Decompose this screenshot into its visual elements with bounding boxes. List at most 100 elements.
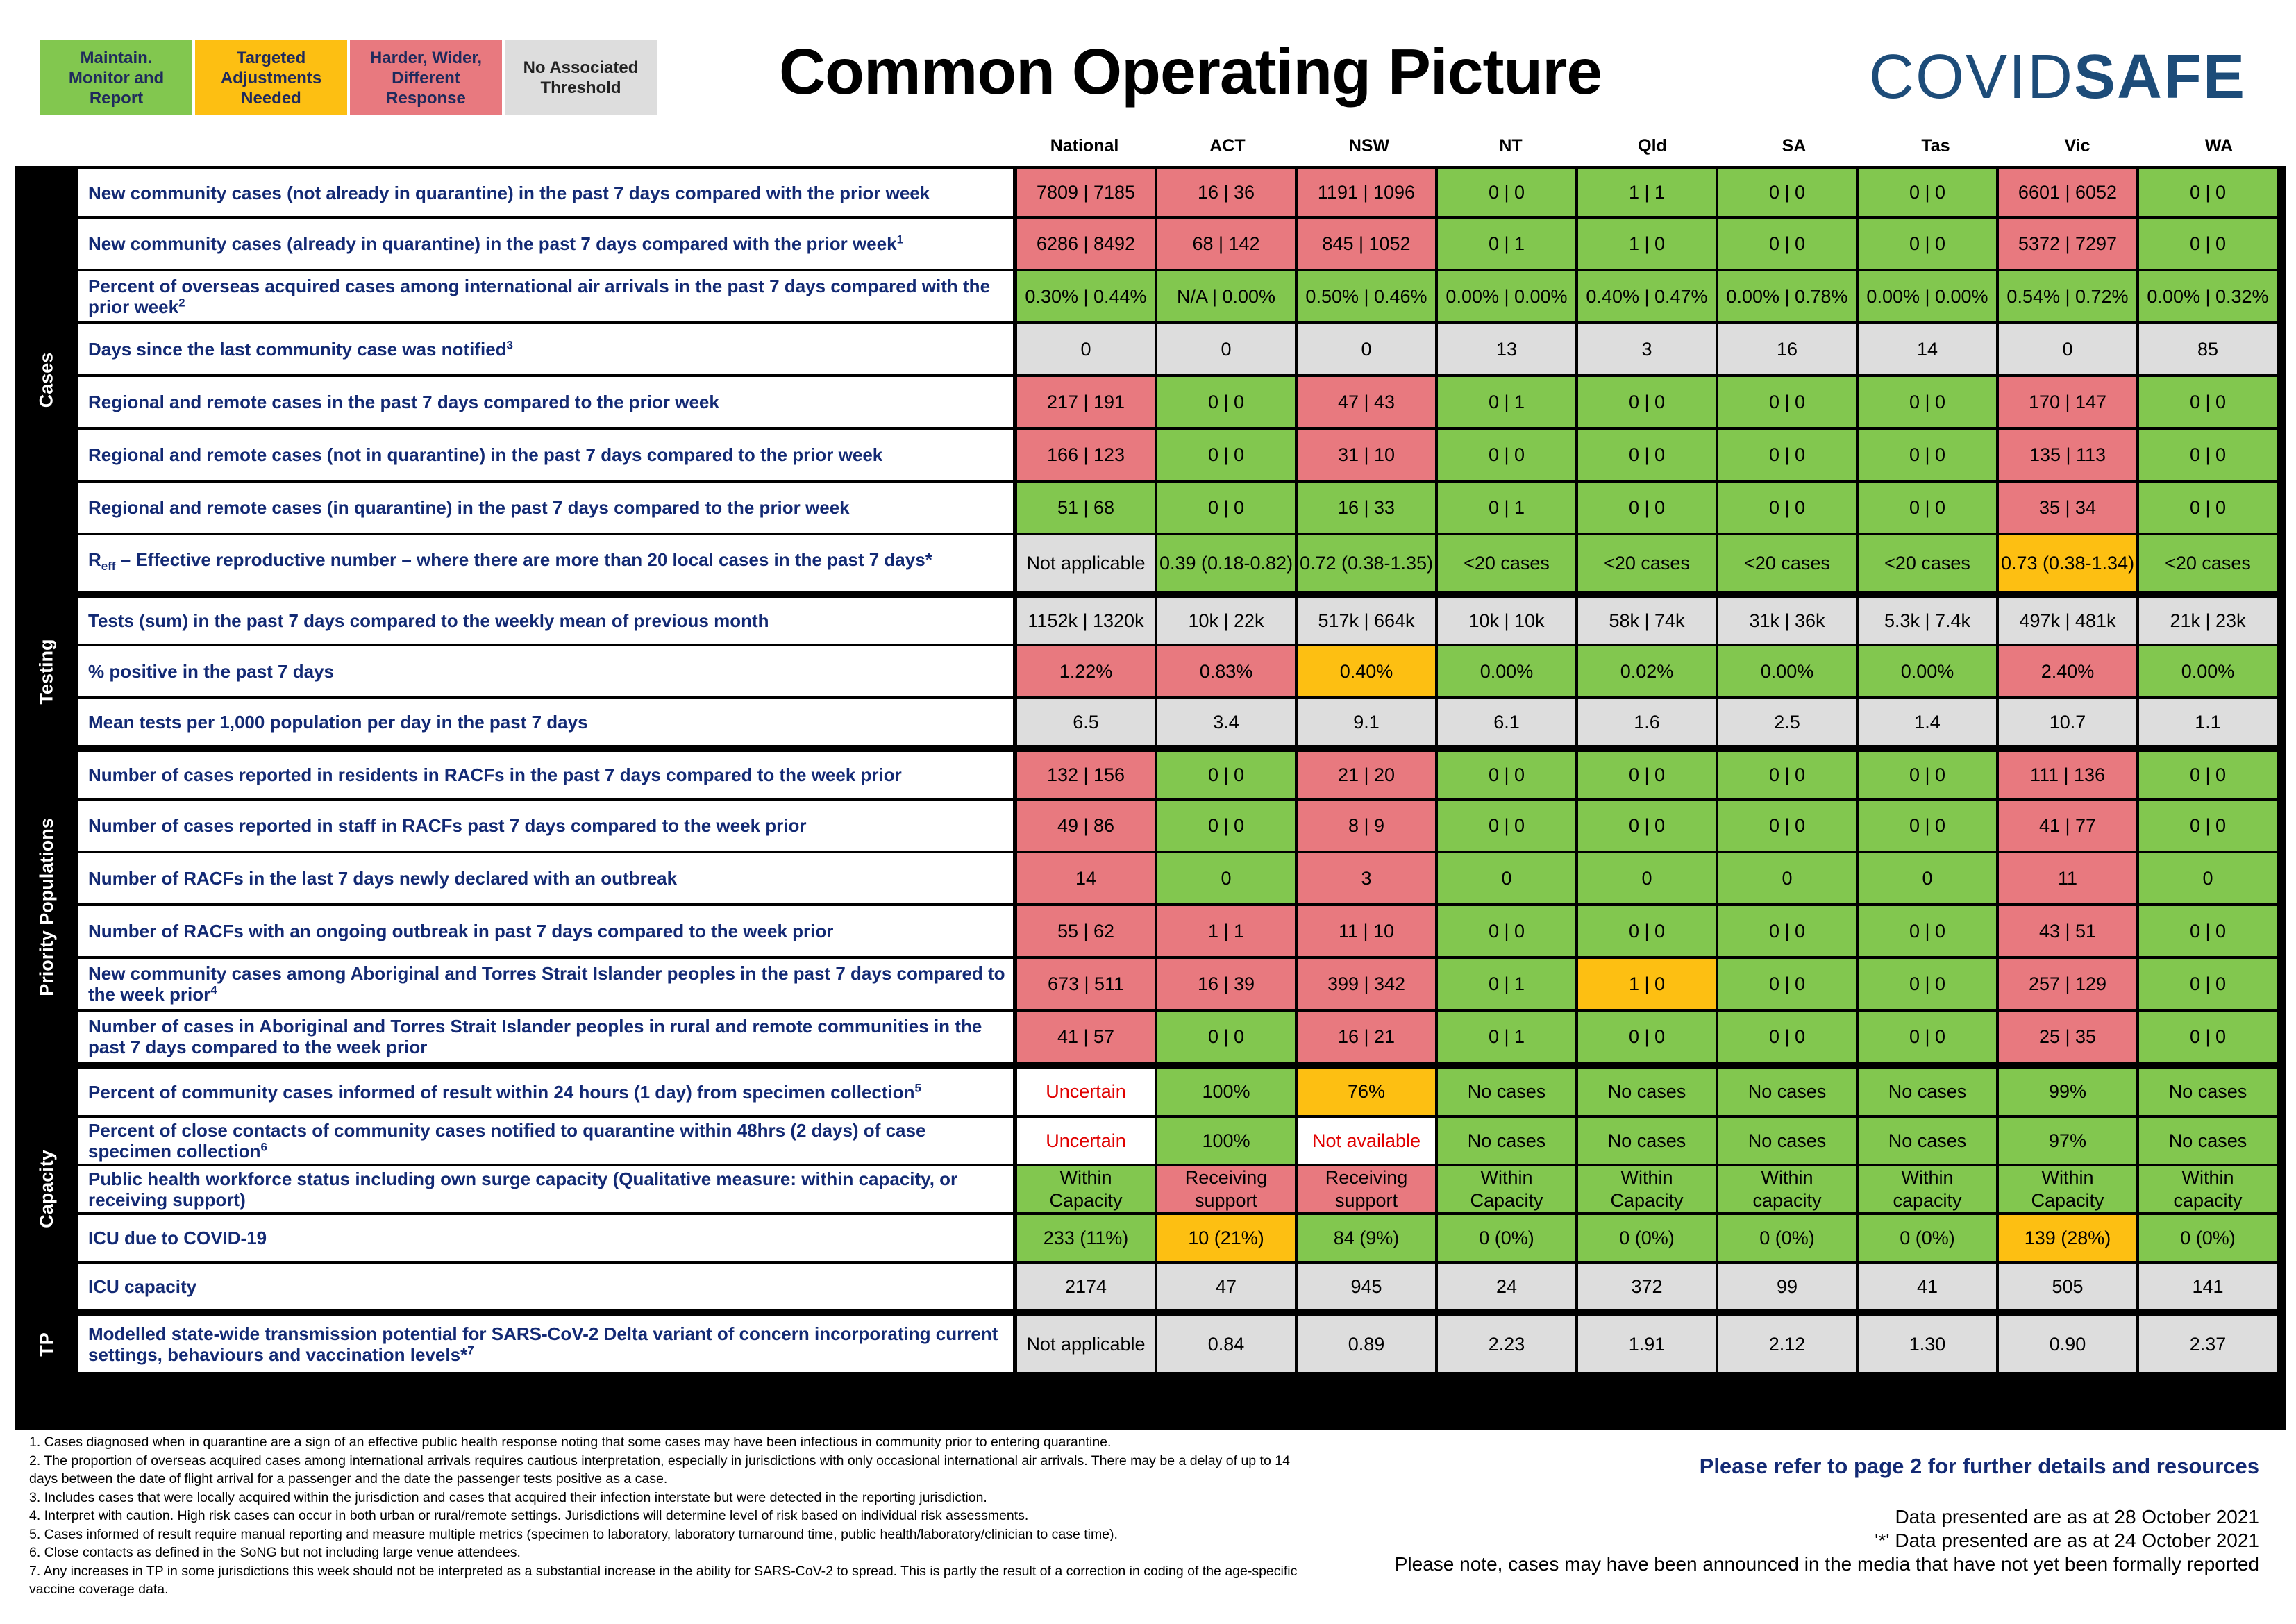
cell-sa: 0 (0%) <box>1718 1215 1856 1261</box>
cell-tas: 0 | 0 <box>1859 752 1996 798</box>
cell-wa: 0 | 0 <box>2139 1012 2277 1062</box>
cell-nsw: 16 | 33 <box>1298 483 1435 533</box>
cell-qld: 1.91 <box>1578 1316 1716 1372</box>
cell-national: Uncertain <box>1017 1069 1155 1115</box>
legend: Maintain. Monitor and Report Targeted Adj… <box>40 40 657 115</box>
cell-wa: 0 | 0 <box>2139 219 2277 269</box>
cell-act: 0 <box>1157 324 1295 374</box>
cell-wa: 0 | 0 <box>2139 906 2277 956</box>
cell-tas: 1.30 <box>1859 1316 1996 1372</box>
column-header: WA <box>2204 136 2234 156</box>
cell-nt: Within Capacity <box>1438 1166 1575 1212</box>
cell-sa: 16 <box>1718 324 1856 374</box>
page-title: Common Operating Picture <box>779 35 1602 108</box>
cell-qld: 0 | 0 <box>1578 801 1716 851</box>
cell-national: 673 | 511 <box>1017 959 1155 1009</box>
cell-nt: 0.00% <box>1438 646 1575 696</box>
refer-note: Please refer to page 2 for further detai… <box>1699 1454 2259 1478</box>
cell-wa: Within capacity <box>2139 1166 2277 1212</box>
row-label: Number of cases in Aboriginal and Torres… <box>78 1012 1013 1062</box>
cell-vic: Within Capacity <box>1999 1166 2136 1212</box>
cell-national: Within Capacity <box>1017 1166 1155 1212</box>
cell-national: 6.5 <box>1017 699 1155 745</box>
cell-nt: 13 <box>1438 324 1575 374</box>
row-label: Regional and remote cases (in quarantine… <box>78 483 1013 533</box>
cell-wa: 0 <box>2139 853 2277 903</box>
cell-wa: 0.00% | 0.32% <box>2139 271 2277 321</box>
cell-nsw: 0.72 (0.38-1.35) <box>1298 535 1435 591</box>
cell-tas: 0 | 0 <box>1859 169 1996 216</box>
table-row: Number of cases reported in staff in RAC… <box>78 801 2277 851</box>
cell-tas: 14 <box>1859 324 1996 374</box>
cell-tas: 0 | 0 <box>1859 377 1996 427</box>
cell-qld: No cases <box>1578 1118 1716 1164</box>
cell-nt: 0 | 1 <box>1438 219 1575 269</box>
cell-tas: 41 <box>1859 1264 1996 1309</box>
cell-act: 0 <box>1157 853 1295 903</box>
legend-item: Maintain. Monitor and Report <box>40 40 192 115</box>
cell-tas: 0.00% <box>1859 646 1996 696</box>
footnote: 3. Includes cases that were locally acqu… <box>29 1489 987 1505</box>
cell-nsw: Not available <box>1298 1118 1435 1164</box>
cell-nt: 0 | 0 <box>1438 752 1575 798</box>
table-row: ICU due to COVID-19 233 (11%) 10 (21%) 84 (… <box>78 1215 2277 1261</box>
cell-national: 1.22% <box>1017 646 1155 696</box>
cell-sa: 0 | 0 <box>1718 801 1856 851</box>
table-row: Mean tests per 1,000 population per day … <box>78 699 2277 745</box>
cell-wa: No cases <box>2139 1069 2277 1115</box>
cell-tas: Within capacity <box>1859 1166 1996 1212</box>
table-row: Modelled state-wide transmission potenti… <box>78 1316 2277 1372</box>
footnotes: 1. Cases diagnosed when in quarantine ar… <box>29 1433 1307 1599</box>
column-header: National <box>1050 136 1119 156</box>
cell-wa: 141 <box>2139 1264 2277 1309</box>
cell-nt: 0 | 1 <box>1438 377 1575 427</box>
cell-nt: 0 | 1 <box>1438 483 1575 533</box>
cell-wa: 0 (0%) <box>2139 1215 2277 1261</box>
cell-nt: 0 | 0 <box>1438 801 1575 851</box>
cell-national: Not applicable <box>1017 1316 1155 1372</box>
cell-act: 0.39 (0.18-0.82) <box>1157 535 1295 591</box>
cell-national: 2174 <box>1017 1264 1155 1309</box>
table-row: New community cases among Aboriginal and… <box>78 959 2277 1009</box>
row-label: Number of cases reported in residents in… <box>78 752 1013 798</box>
table-row: Number of cases in Aboriginal and Torres… <box>78 1012 2277 1062</box>
cell-tas: 0 <box>1859 853 1996 903</box>
cell-qld: 0 | 0 <box>1578 377 1716 427</box>
cell-nt: 0 | 1 <box>1438 1012 1575 1062</box>
cell-act: 100% <box>1157 1118 1295 1164</box>
cell-nt: 0.00% | 0.00% <box>1438 271 1575 321</box>
cell-vic: 505 <box>1999 1264 2136 1309</box>
column-header: NSW <box>1348 136 1390 156</box>
cell-qld: 0 | 0 <box>1578 906 1716 956</box>
covidsafe-logo: COVIDSAFE <box>1869 42 2246 113</box>
cell-vic: 139 (28%) <box>1999 1215 2136 1261</box>
section-label: Cases <box>35 352 57 408</box>
cell-sa: 2.12 <box>1718 1316 1856 1372</box>
cell-act: 16 | 36 <box>1157 169 1295 216</box>
legend-item: Targeted Adjustments Needed <box>195 40 347 115</box>
row-label: Mean tests per 1,000 population per day … <box>78 699 1013 745</box>
row-label: New community cases (already in quaranti… <box>78 219 1013 269</box>
cell-national: 0 <box>1017 324 1155 374</box>
cell-national: 49 | 86 <box>1017 801 1155 851</box>
cell-qld: 0 (0%) <box>1578 1215 1716 1261</box>
data-table: New community cases (not already in quar… <box>15 166 2286 1430</box>
cell-qld: 0 | 0 <box>1578 1012 1716 1062</box>
section-label: Priority Populations <box>35 817 57 996</box>
footnote: 1. Cases diagnosed when in quarantine ar… <box>29 1434 1112 1450</box>
cell-vic: 35 | 34 <box>1999 483 2136 533</box>
cell-wa: No cases <box>2139 1118 2277 1164</box>
table-row: Percent of close contacts of community c… <box>78 1118 2277 1164</box>
cell-vic: 0.90 <box>1999 1316 2136 1372</box>
cell-act: 0 | 0 <box>1157 430 1295 480</box>
row-label: New community cases among Aboriginal and… <box>78 959 1013 1009</box>
cell-act: 0 | 0 <box>1157 377 1295 427</box>
cell-act: 0.83% <box>1157 646 1295 696</box>
section-label: Capacity <box>35 1150 57 1228</box>
row-label: Number of cases reported in staff in RAC… <box>78 801 1013 851</box>
cell-qld: 0 | 0 <box>1578 483 1716 533</box>
cell-wa: 0 | 0 <box>2139 169 2277 216</box>
cell-wa: 0 | 0 <box>2139 801 2277 851</box>
cell-tas: 0 | 0 <box>1859 906 1996 956</box>
cell-vic: 41 | 77 <box>1999 801 2136 851</box>
